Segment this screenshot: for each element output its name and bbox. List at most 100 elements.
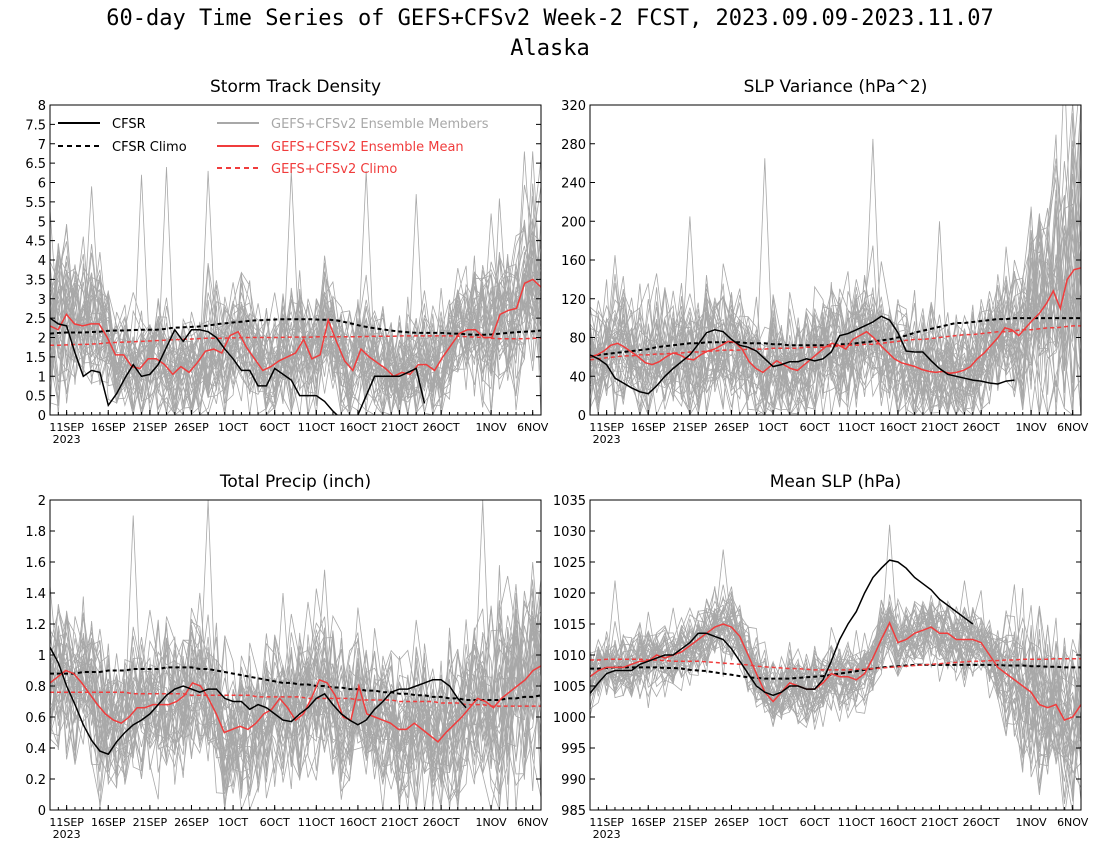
y-tick-label: 0: [38, 804, 46, 819]
member-peak-line: [756, 158, 774, 369]
x-tick-label: 16OCT: [339, 421, 376, 434]
x-tick-label: 11SEP: [589, 816, 624, 829]
cfsr-climo-line: [50, 666, 541, 701]
member-line: [590, 601, 1081, 810]
member-peak-line: [474, 500, 492, 708]
x-tick-label: 1NOV: [1015, 816, 1047, 829]
member-line: [50, 608, 541, 799]
cfsr-line: [50, 317, 426, 415]
series-lines: [590, 559, 1081, 722]
x-tick-label: 1NOV: [475, 421, 507, 434]
member-peak-line: [157, 166, 176, 375]
member-line: [590, 607, 1081, 784]
x-tick-label: 26SEP: [174, 816, 209, 829]
cfsr-climo-line: [590, 663, 1081, 680]
y-tick-label: 3: [38, 293, 46, 308]
x-tick-label: 11SEP: [589, 421, 624, 434]
cfsr-line: [590, 315, 1015, 395]
series-lines: [50, 278, 541, 415]
x-year-label: 2023: [593, 828, 621, 841]
member-line: [50, 593, 541, 810]
y-tick-label: 6: [38, 177, 46, 192]
y-tick-label: 1: [38, 649, 46, 664]
ensemble-members: [50, 151, 541, 415]
ensemble-climo-line: [590, 325, 1081, 361]
member-line: [590, 614, 1081, 755]
y-tick-label: 1035: [553, 494, 586, 509]
x-tick-label: 26SEP: [714, 421, 749, 434]
member-peak-line: [515, 151, 534, 309]
member-line: [50, 248, 541, 415]
ensemble-members: [590, 105, 1081, 415]
member-line: [50, 245, 541, 415]
panel-storm-track: 0 0.5 1 1.5 2 2.5 3 3.5 4 4.5 5 5.5 6 6.5 7 7.5 8 11SEP20…: [25, 77, 548, 446]
x-tick-label: 6NOV: [1057, 816, 1089, 829]
member-peak-line: [606, 580, 624, 668]
member-line: [50, 592, 541, 810]
x-tick-label: 21OCT: [381, 421, 418, 434]
x-tick-label: 11OCT: [298, 816, 335, 829]
member-peak-line: [82, 186, 101, 326]
member-line: [50, 272, 541, 415]
x-tick-label: 6OCT: [800, 421, 830, 434]
y-tick-label: 160: [561, 254, 586, 269]
y-tick-label: 5.5: [25, 196, 46, 211]
x-tick-label: 21OCT: [921, 421, 958, 434]
x-tick-label: 16SEP: [631, 816, 666, 829]
member-peak-line: [524, 561, 541, 680]
x-tick-label: 16SEP: [91, 816, 126, 829]
y-tick-label: 6.5: [25, 157, 46, 172]
member-line: [590, 175, 1081, 415]
y-tick-label: 2: [38, 332, 46, 347]
x-tick-label: 6OCT: [260, 816, 290, 829]
cfsr-climo-line: [50, 318, 541, 336]
member-peak-line: [407, 194, 425, 375]
x-tick-label: 1OCT: [758, 421, 788, 434]
panel-title: SLP Variance (hPa^2): [744, 77, 928, 97]
ensemble-climo-line: [590, 657, 1081, 671]
x-tick-label: 21SEP: [133, 421, 168, 434]
x-tick-label: 16SEP: [631, 421, 666, 434]
figure-title: 60-day Time Series of GEFS+CFSv2 Week-2 …: [106, 6, 994, 31]
x-tick-label: 16SEP: [91, 421, 126, 434]
y-tick-label: 2: [38, 494, 46, 509]
member-peak-line: [930, 221, 949, 374]
x-tick-label: 11OCT: [838, 816, 875, 829]
x-tick-label: 1NOV: [1015, 421, 1047, 434]
member-peak-line: [714, 549, 732, 628]
member-peak-line: [955, 580, 974, 640]
y-tick-label: 1030: [553, 525, 586, 540]
member-peak-line: [282, 170, 301, 361]
y-tick-label: 0.8: [25, 680, 46, 695]
member-line: [590, 208, 1081, 415]
x-tick-label: 11SEP: [49, 421, 84, 434]
cfsr-line: [50, 646, 467, 756]
member-line: [590, 113, 1081, 415]
y-tick-label: 200: [561, 215, 586, 230]
member-peak-line: [606, 255, 624, 348]
member-peak-line: [1072, 105, 1081, 270]
y-tick-label: 1020: [553, 587, 586, 602]
y-tick-label: 1.5: [25, 351, 46, 366]
legend-climo-label: GEFS+CFSv2 Climo: [271, 162, 397, 177]
x-tick-label: 26OCT: [963, 816, 1000, 829]
y-tick-label: 320: [561, 99, 586, 114]
x-tick-label: 11OCT: [838, 421, 875, 434]
member-line: [590, 598, 1081, 801]
legend-cfsr-climo-label: CFSR Climo: [112, 140, 187, 155]
y-tick-label: 80: [569, 332, 586, 347]
y-tick-label: 280: [561, 138, 586, 153]
x-tick-label: 26OCT: [423, 816, 460, 829]
x-tick-label: 1OCT: [758, 816, 788, 829]
x-tick-label: 6OCT: [800, 816, 830, 829]
member-line: [50, 198, 541, 415]
x-year-label: 2023: [593, 433, 621, 446]
y-tick-label: 0.5: [25, 390, 46, 405]
member-peak-line: [681, 216, 699, 360]
x-year-label: 2023: [53, 433, 81, 446]
member-line: [50, 601, 541, 782]
x-tick-label: 21SEP: [133, 816, 168, 829]
y-tick-label: 995: [561, 742, 586, 757]
member-line: [590, 615, 1081, 769]
